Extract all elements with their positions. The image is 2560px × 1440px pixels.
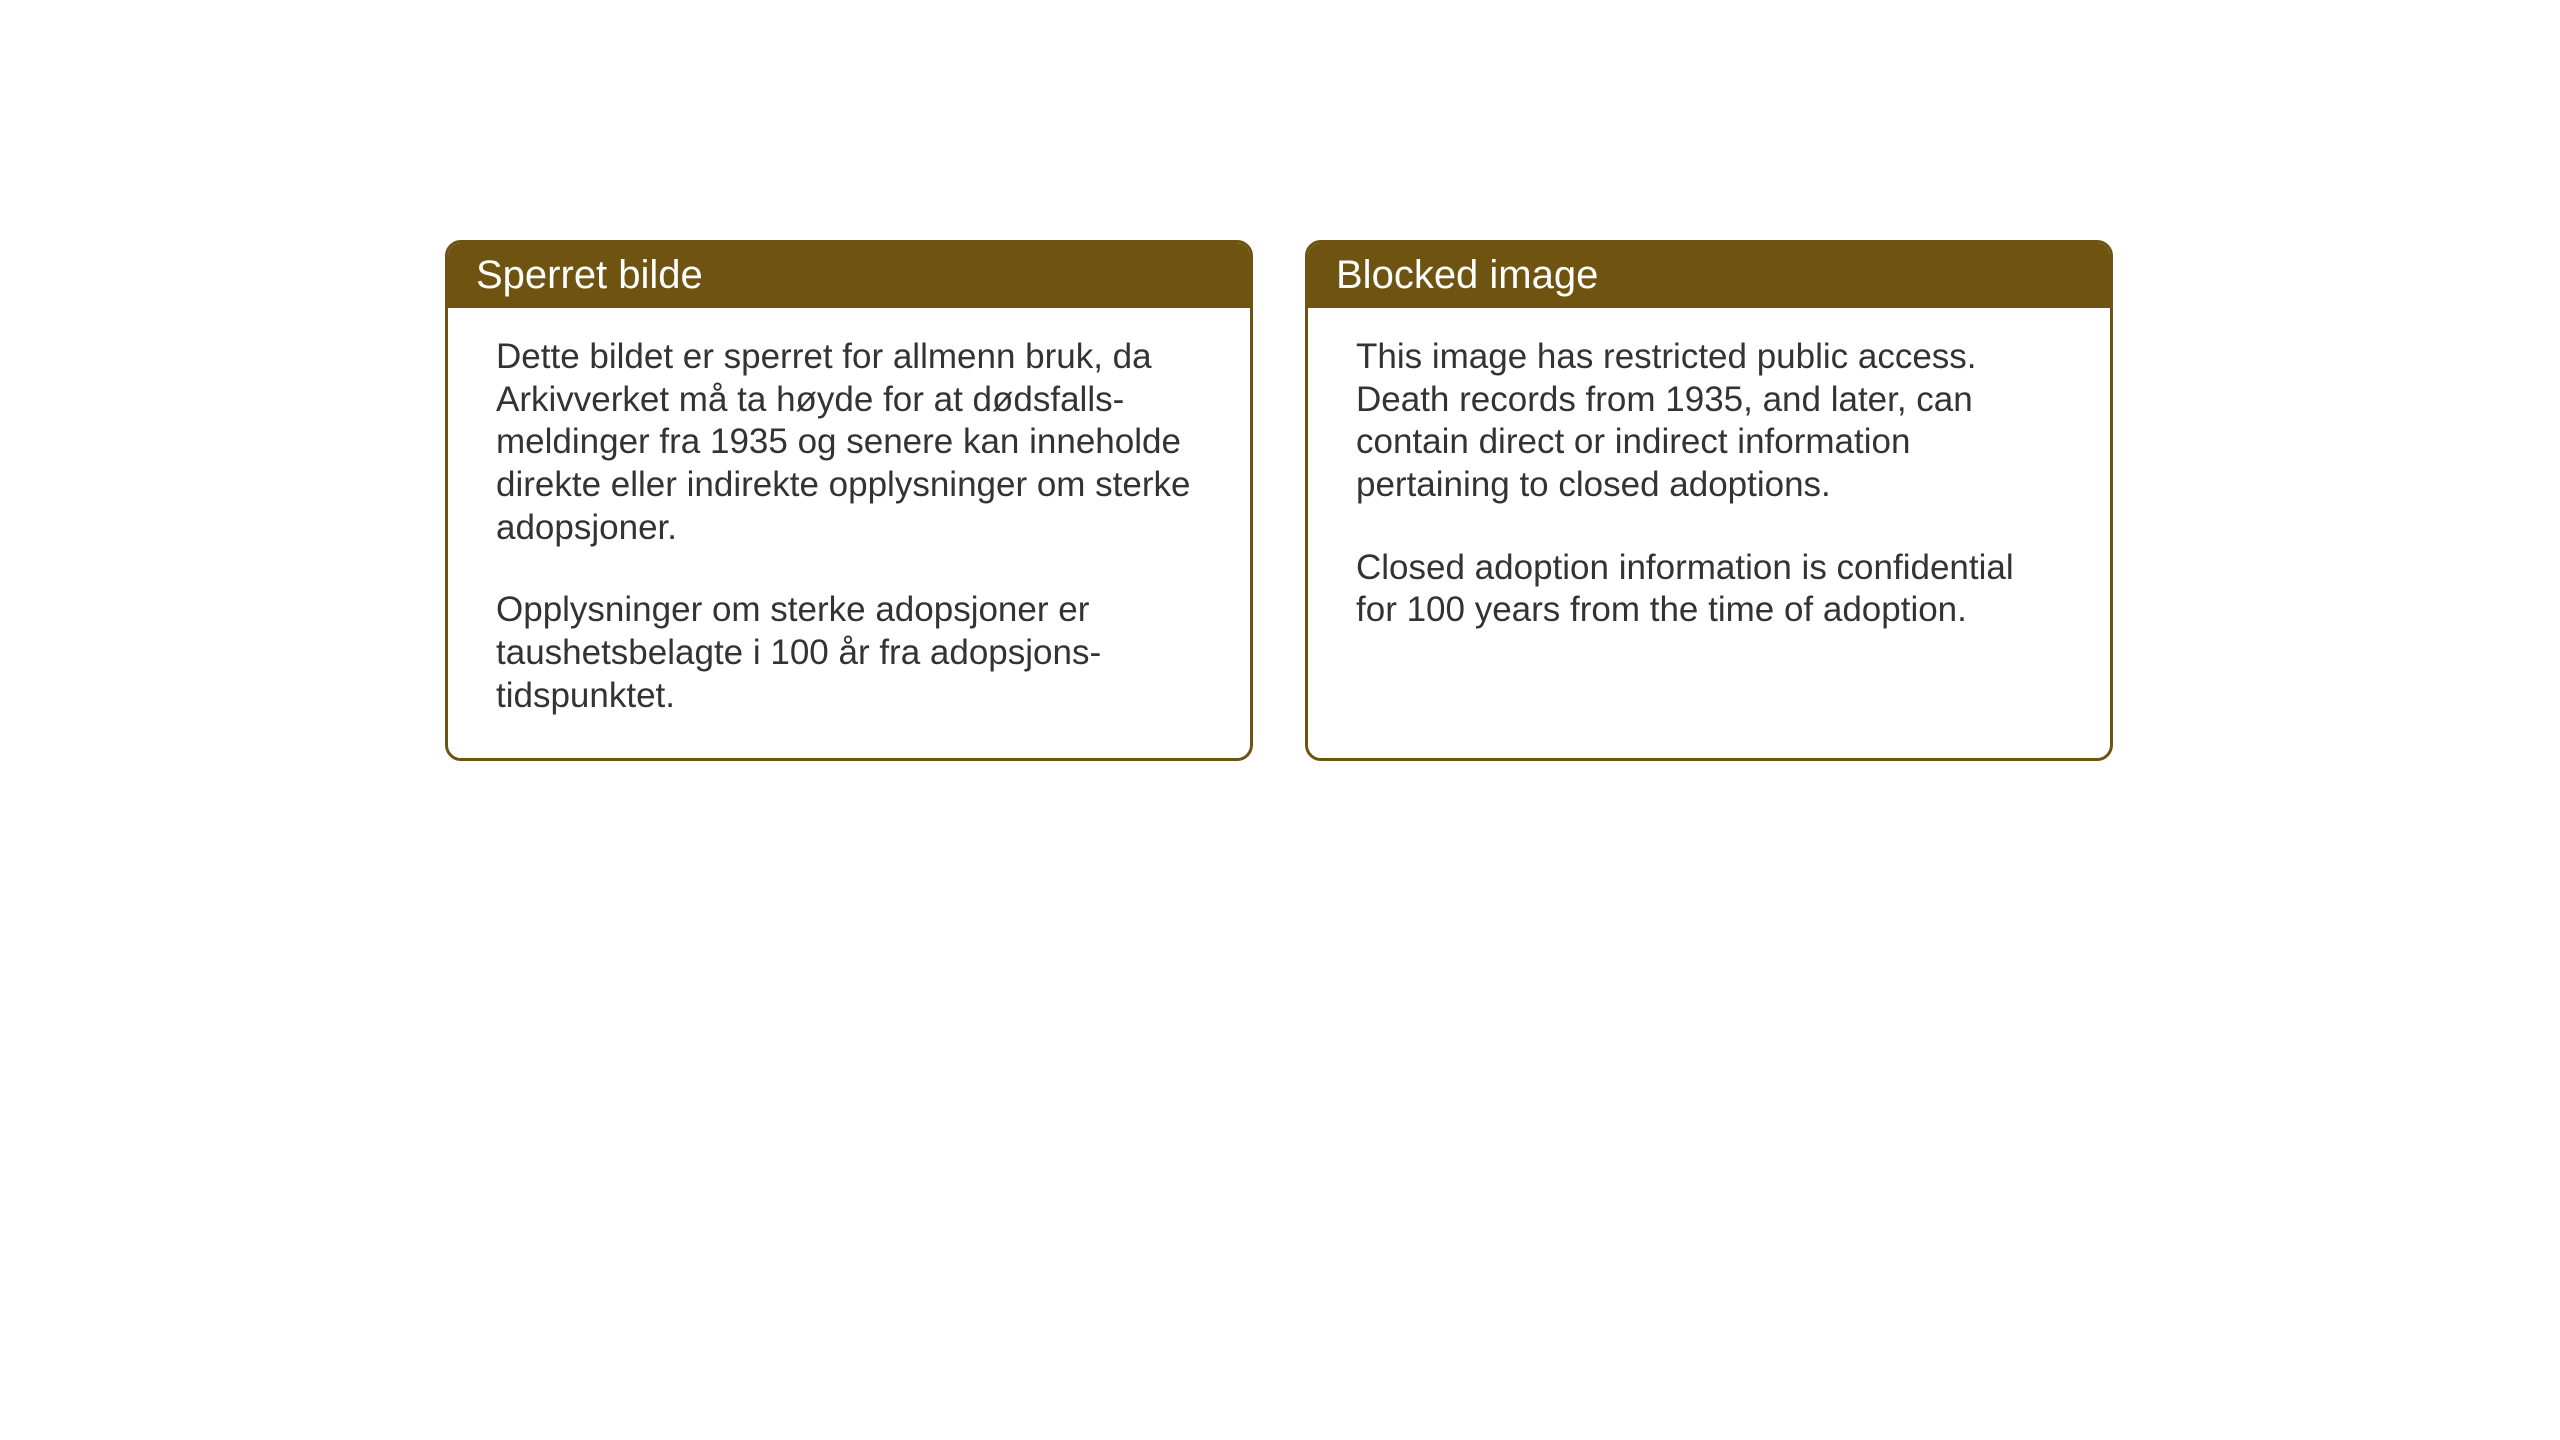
notice-title-english: Blocked image [1336, 253, 1598, 297]
notice-header-english: Blocked image [1308, 243, 2110, 308]
notice-paragraph-2-norwegian: Opplysninger om sterke adopsjoner er tau… [496, 589, 1202, 717]
notice-body-english: This image has restricted public access.… [1308, 308, 2110, 748]
notice-paragraph-1-english: This image has restricted public access.… [1356, 336, 2062, 507]
notice-box-norwegian: Sperret bilde Dette bildet er sperret fo… [445, 240, 1253, 761]
notice-body-norwegian: Dette bildet er sperret for allmenn bruk… [448, 308, 1250, 758]
notice-paragraph-2-english: Closed adoption information is confident… [1356, 547, 2062, 632]
notice-header-norwegian: Sperret bilde [448, 243, 1250, 308]
notice-title-norwegian: Sperret bilde [476, 253, 703, 297]
notice-paragraph-1-norwegian: Dette bildet er sperret for allmenn bruk… [496, 336, 1202, 549]
notice-box-english: Blocked image This image has restricted … [1305, 240, 2113, 761]
notices-container: Sperret bilde Dette bildet er sperret fo… [445, 240, 2113, 761]
